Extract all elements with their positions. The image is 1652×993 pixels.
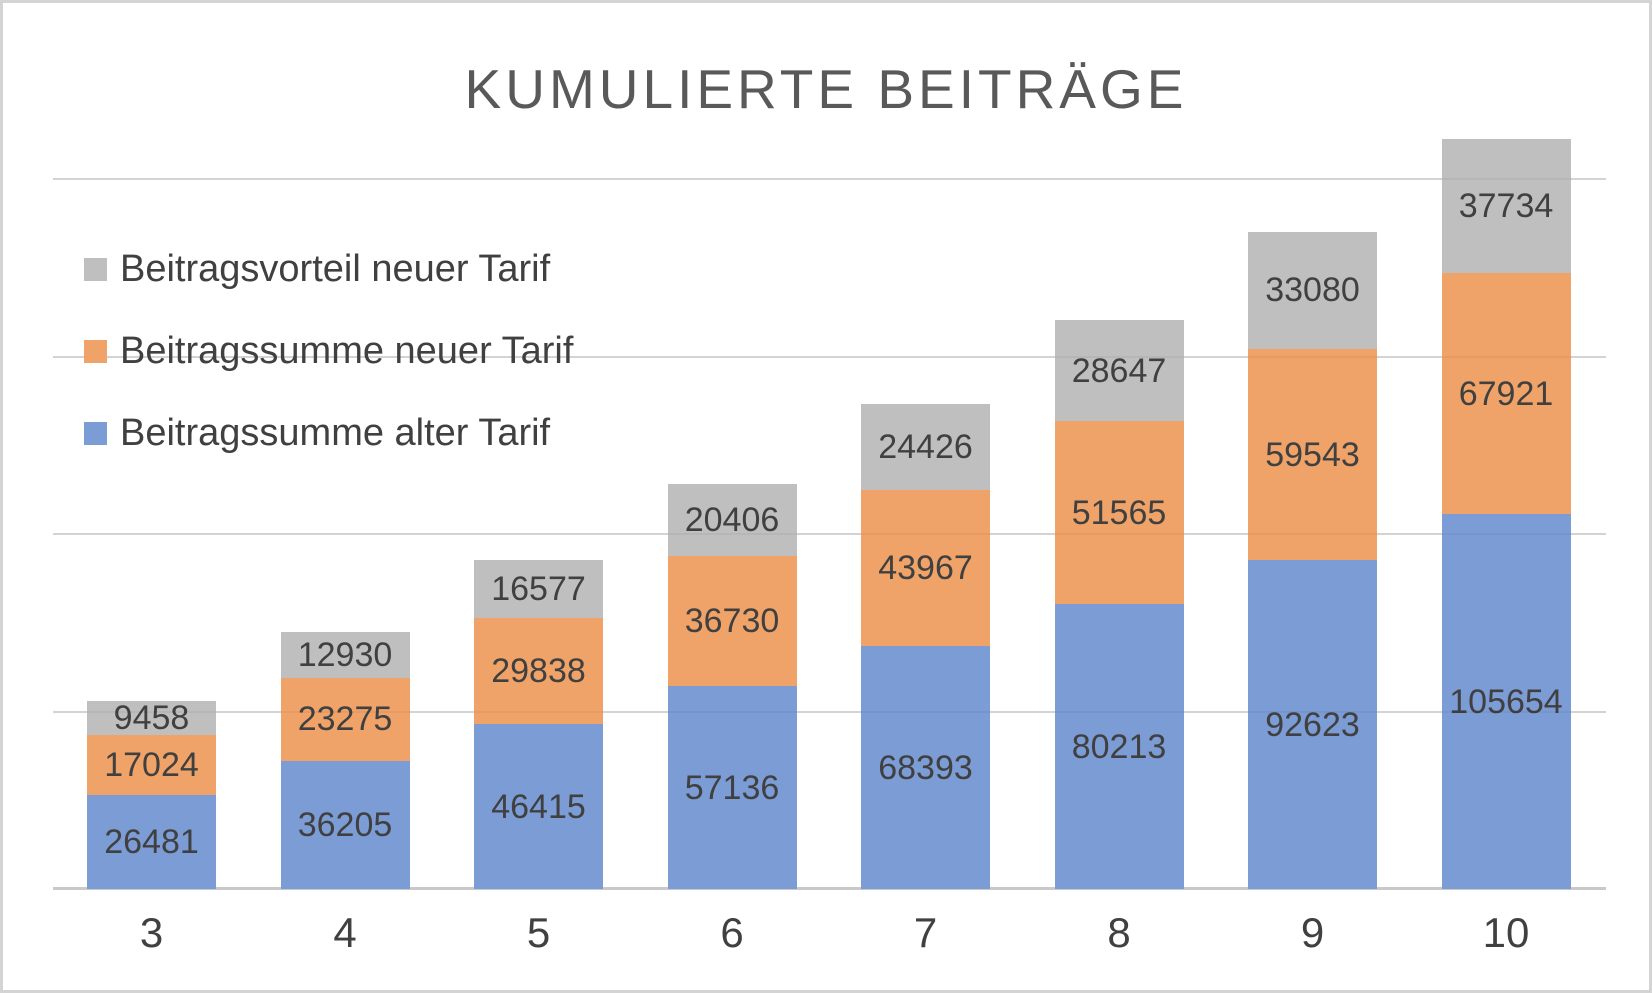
bar-value-label: 26481 <box>104 823 199 861</box>
legend-item-beitragssumme-alter-tarif: Beitragssumme alter Tarif <box>84 410 573 456</box>
bar-segment: 29838 <box>474 618 603 725</box>
bar-segment: 28647 <box>1054 319 1184 422</box>
bar-segment: 17024 <box>87 734 216 796</box>
bar-segment: 20406 <box>667 483 797 556</box>
y-gridline <box>53 533 1606 536</box>
bar-value-label: 17024 <box>104 745 199 784</box>
bar-segment: 46415 <box>474 724 603 889</box>
bar-value-label: 36205 <box>297 805 393 844</box>
bar-segment: 16577 <box>474 559 603 619</box>
bar-value-label: 33080 <box>1265 271 1360 310</box>
bar-value-label: 20406 <box>684 500 780 539</box>
x-axis-tick-label: 5 <box>526 909 551 956</box>
bar-segment: 36730 <box>667 555 797 687</box>
x-axis-line <box>53 887 1606 890</box>
legend-swatch-orange <box>84 339 107 363</box>
x-axis-tick-label: 4 <box>333 909 357 956</box>
bar-segment: 33080 <box>1248 231 1377 350</box>
plot-area: 26481 17024 9458 3 36205 23275 12930 4 46415 2983… <box>53 3 1606 990</box>
legend-label: Beitragssumme neuer Tarif <box>120 329 574 372</box>
y-gridline-overlay <box>53 710 1606 713</box>
bar-value-label: 92623 <box>1265 705 1360 744</box>
legend-label: Beitragsvorteil neuer Tarif <box>120 247 551 290</box>
bar-segment: 51565 <box>1054 421 1184 605</box>
bar-value-label: 9458 <box>113 698 190 737</box>
bar-value-label: 29838 <box>491 652 586 691</box>
bar-value-label: 43967 <box>878 549 973 588</box>
bar-value-label: 67921 <box>1458 374 1554 413</box>
bar-value-label: 16577 <box>491 570 586 609</box>
y-gridline-overlay <box>53 178 1606 181</box>
y-gridline <box>53 355 1606 358</box>
bar-value-label: 51565 <box>1071 493 1167 532</box>
bar-segment: 105654 <box>1441 514 1571 889</box>
bar-value-label: 37734 <box>1458 187 1554 226</box>
bar-segment: 68393 <box>861 646 990 889</box>
bar-segment: 59543 <box>1248 349 1377 561</box>
bar-segment: 36205 <box>280 760 410 889</box>
bar-segment: 92623 <box>1248 560 1377 889</box>
bar-value-label: 12930 <box>297 636 393 675</box>
y-gridline-overlay <box>53 533 1606 536</box>
bar-segment: 80213 <box>1054 604 1184 889</box>
legend-item-beitragsvorteil-neuer-tarif: Beitragsvorteil neuer Tarif <box>84 246 573 292</box>
legend-swatch-blue <box>84 421 107 445</box>
bar-segment: 9458 <box>87 701 216 735</box>
bar-segment: 26481 <box>87 795 216 889</box>
y-gridline-overlay <box>53 355 1606 358</box>
bar-value-label: 80213 <box>1071 727 1167 766</box>
y-gridline <box>53 178 1606 181</box>
bar-segment: 43967 <box>861 490 990 647</box>
bar-value-label: 105654 <box>1449 682 1563 721</box>
legend: Beitragsvorteil neuer Tarif Beitragssumm… <box>84 246 573 456</box>
x-axis-tick-label: 9 <box>1300 909 1325 956</box>
y-gridline <box>53 710 1606 713</box>
bar-segment: 23275 <box>280 677 410 761</box>
bar-segment: 67921 <box>1441 273 1571 515</box>
bar-value-label: 24426 <box>878 428 973 466</box>
bar-value-label: 46415 <box>491 787 586 826</box>
legend-label: Beitragssumme alter Tarif <box>120 411 551 454</box>
x-axis-tick-label: 7 <box>913 909 938 956</box>
bar-segment: 24426 <box>861 403 990 491</box>
x-axis-tick-label: 8 <box>1107 909 1131 956</box>
legend-swatch-gray <box>84 257 107 281</box>
bar-value-label: 36730 <box>684 602 780 641</box>
bar-value-label: 57136 <box>684 768 780 807</box>
bar-value-label: 59543 <box>1265 435 1360 474</box>
legend-item-beitragssumme-neuer-tarif: Beitragssumme neuer Tarif <box>84 328 573 374</box>
bar-segment: 12930 <box>280 632 410 678</box>
bar-value-label: 68393 <box>878 748 973 787</box>
bar-value-label: 28647 <box>1071 351 1167 390</box>
bar-segment: 37734 <box>1441 139 1571 274</box>
x-axis-tick-label: 10 <box>1482 909 1530 956</box>
x-axis-tick-label: 3 <box>139 909 164 956</box>
x-axis-tick-label: 6 <box>720 909 744 956</box>
chart-title: KUMULIERTE BEITRÄGE <box>464 58 1188 120</box>
bar-segment: 57136 <box>667 686 797 889</box>
bar-value-label: 23275 <box>297 700 393 739</box>
